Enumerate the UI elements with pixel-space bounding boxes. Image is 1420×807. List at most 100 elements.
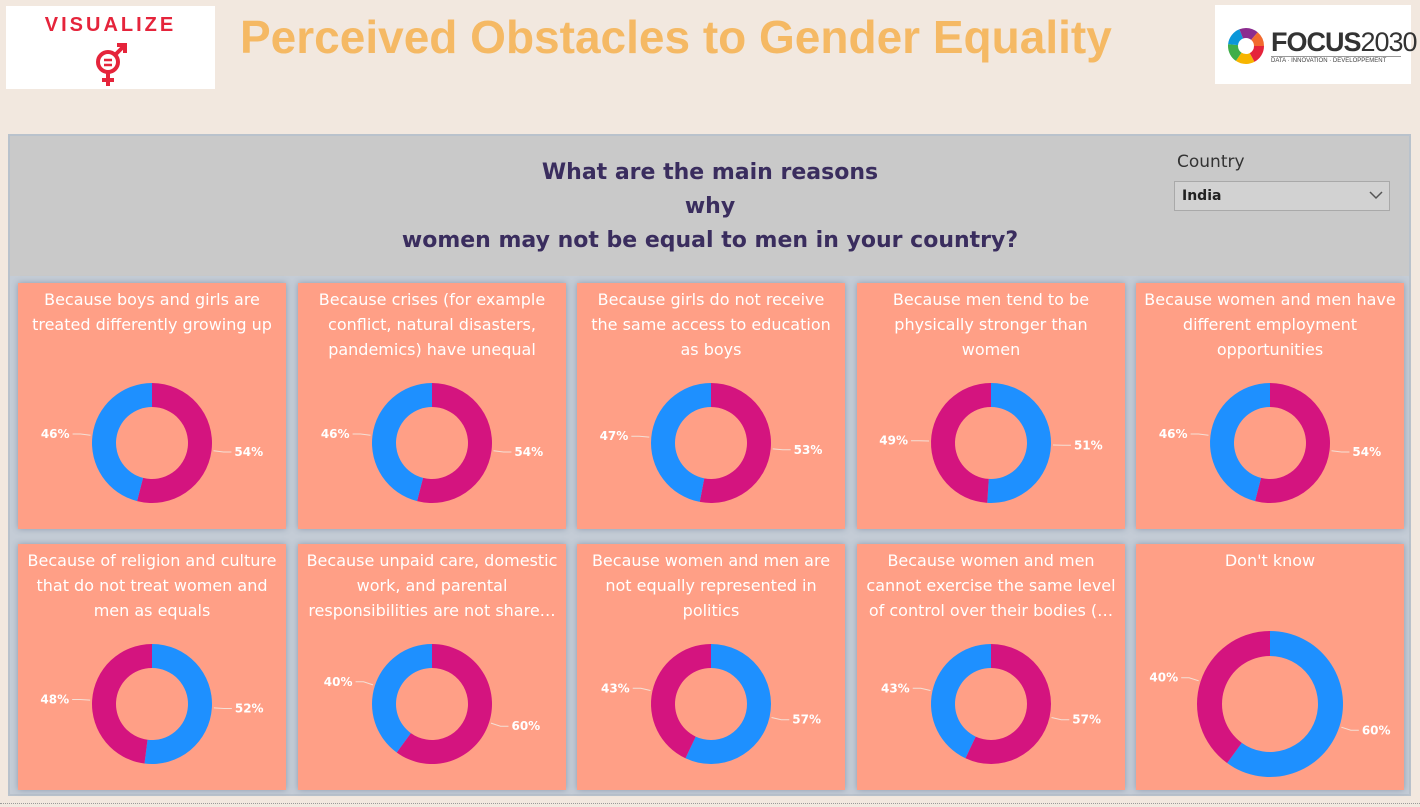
gender-equality-icon <box>96 43 127 86</box>
percent-label: 49% <box>879 434 908 448</box>
percent-label: 57% <box>792 713 821 727</box>
donut-title: Because crises (for example conflict, na… <box>318 290 546 359</box>
leader-line <box>352 433 371 436</box>
blue-slice <box>685 644 771 764</box>
country-dropdown-value: India <box>1182 188 1222 204</box>
donut-card: Because girls do not receive the same ac… <box>577 283 845 529</box>
donut-card: Because women and men cannot exercise th… <box>857 544 1125 790</box>
magenta-slice <box>137 383 212 503</box>
donut-title: Because women and men cannot exercise th… <box>866 551 1116 620</box>
percent-label: 60% <box>511 719 540 733</box>
magenta-slice <box>930 383 991 503</box>
percent-label: 54% <box>234 445 263 459</box>
donut-chart: 54% 46% <box>41 383 263 503</box>
leader-line <box>490 722 509 727</box>
leader-line <box>772 448 791 451</box>
percent-label: 54% <box>514 445 543 459</box>
leader-line <box>493 450 512 453</box>
question-line-3: women may not be equal to men in your co… <box>401 228 1019 253</box>
donut-card: Because of religion and culture that do … <box>18 544 286 790</box>
donut-chart: 54% 46% <box>321 383 543 503</box>
percent-label: 51% <box>1074 438 1103 452</box>
chevron-down-icon <box>1369 191 1383 200</box>
focus2030-tagline: DATA · INNOVATION · DEVELOPPEMENT <box>1271 56 1401 64</box>
donut-chart: 52% 48% <box>40 644 264 764</box>
leader-line <box>1331 450 1350 453</box>
leader-line <box>355 681 374 686</box>
country-filter-label: Country <box>1177 152 1245 172</box>
visualize-logo: VISUALIZE <box>6 6 215 89</box>
donut-chart: 53% 47% <box>600 383 823 503</box>
percent-label: 60% <box>1362 723 1391 737</box>
question-band: What are the main reasons why women may … <box>10 136 1409 276</box>
question-line-2: why <box>684 194 736 219</box>
visualize-logo-text: VISUALIZE <box>44 14 177 36</box>
leader-line <box>631 435 650 438</box>
donut-card: Because women and men have different emp… <box>1136 283 1404 529</box>
percent-label: 48% <box>40 692 69 706</box>
survey-question: What are the main reasons why women may … <box>290 156 1130 258</box>
leader-line <box>213 707 232 710</box>
leader-line <box>1051 717 1070 721</box>
blue-slice <box>144 644 212 764</box>
percent-label: 43% <box>601 681 630 695</box>
donut-title: Because women and men have different emp… <box>1144 290 1396 359</box>
donut-chart: 51% 49% <box>879 383 1103 503</box>
donut-card: Because crises (for example conflict, na… <box>298 283 566 529</box>
donut-card: Because men tend to be physically strong… <box>857 283 1125 529</box>
blue-slice <box>1210 383 1270 502</box>
percent-label: 40% <box>1149 671 1178 685</box>
donut-card: Don't know 60% 40% <box>1136 544 1404 790</box>
percent-label: 40% <box>324 675 353 689</box>
donut-title: Because unpaid care, domestic work, and … <box>306 551 558 620</box>
blue-slice <box>1227 631 1343 777</box>
blue-slice <box>987 383 1051 503</box>
leader-line <box>1190 433 1209 436</box>
percent-label: 54% <box>1352 445 1381 459</box>
blue-slice <box>372 644 432 753</box>
focus2030-brand: FOCUS2030 <box>1271 27 1418 58</box>
donut-chart: 57% 43% <box>881 644 1101 764</box>
magenta-slice <box>965 644 1051 764</box>
leader-line <box>632 687 651 691</box>
leader-line <box>771 717 790 721</box>
blue-slice <box>91 383 152 502</box>
donut-title: Because men tend to be physically strong… <box>892 290 1090 359</box>
donut-card: Because unpaid care, domestic work, and … <box>298 544 566 790</box>
magenta-slice <box>1255 383 1330 503</box>
donut-card: Because women and men are not equally re… <box>577 544 845 790</box>
percent-label: 46% <box>1159 427 1188 441</box>
blue-slice <box>931 644 991 759</box>
percent-label: 53% <box>794 443 823 457</box>
page-title: Perceived Obstacles to Gender Equality <box>240 11 1112 63</box>
magenta-slice <box>396 644 492 764</box>
leader-line <box>72 698 91 701</box>
question-line-1: What are the main reasons <box>541 160 879 185</box>
donut-title: Because of religion and culture that do … <box>27 551 277 620</box>
magenta-slice <box>699 383 771 503</box>
donut-chart: 60% 40% <box>1149 631 1391 777</box>
magenta-slice <box>417 383 492 503</box>
focus2030-logo: FOCUS2030 DATA · INNOVATION · DEVELOPPEM… <box>1215 5 1418 84</box>
blue-slice <box>372 383 432 502</box>
leader-line <box>1181 677 1199 682</box>
donut-title: Because women and men are not equally re… <box>591 551 831 620</box>
magenta-slice <box>91 644 152 764</box>
focus-year: 2030 <box>1360 27 1418 57</box>
percent-label: 46% <box>41 427 70 441</box>
magenta-slice <box>1197 631 1270 764</box>
magenta-slice <box>651 644 711 759</box>
percent-label: 46% <box>321 427 350 441</box>
percent-label: 52% <box>235 702 264 716</box>
percent-label: 47% <box>600 429 629 443</box>
focus2030-ring-icon <box>1228 28 1264 64</box>
donut-title: Because girls do not receive the same ac… <box>591 290 831 359</box>
donut-title: Because boys and girls are treated diffe… <box>32 290 272 334</box>
country-dropdown[interactable]: India <box>1174 181 1390 211</box>
footer-divider <box>0 803 1420 804</box>
percent-label: 43% <box>881 681 910 695</box>
blue-slice <box>650 383 711 502</box>
donut-chart: 57% 43% <box>601 644 821 764</box>
percent-label: 57% <box>1072 713 1101 727</box>
donut-card: Because boys and girls are treated diffe… <box>18 283 286 529</box>
